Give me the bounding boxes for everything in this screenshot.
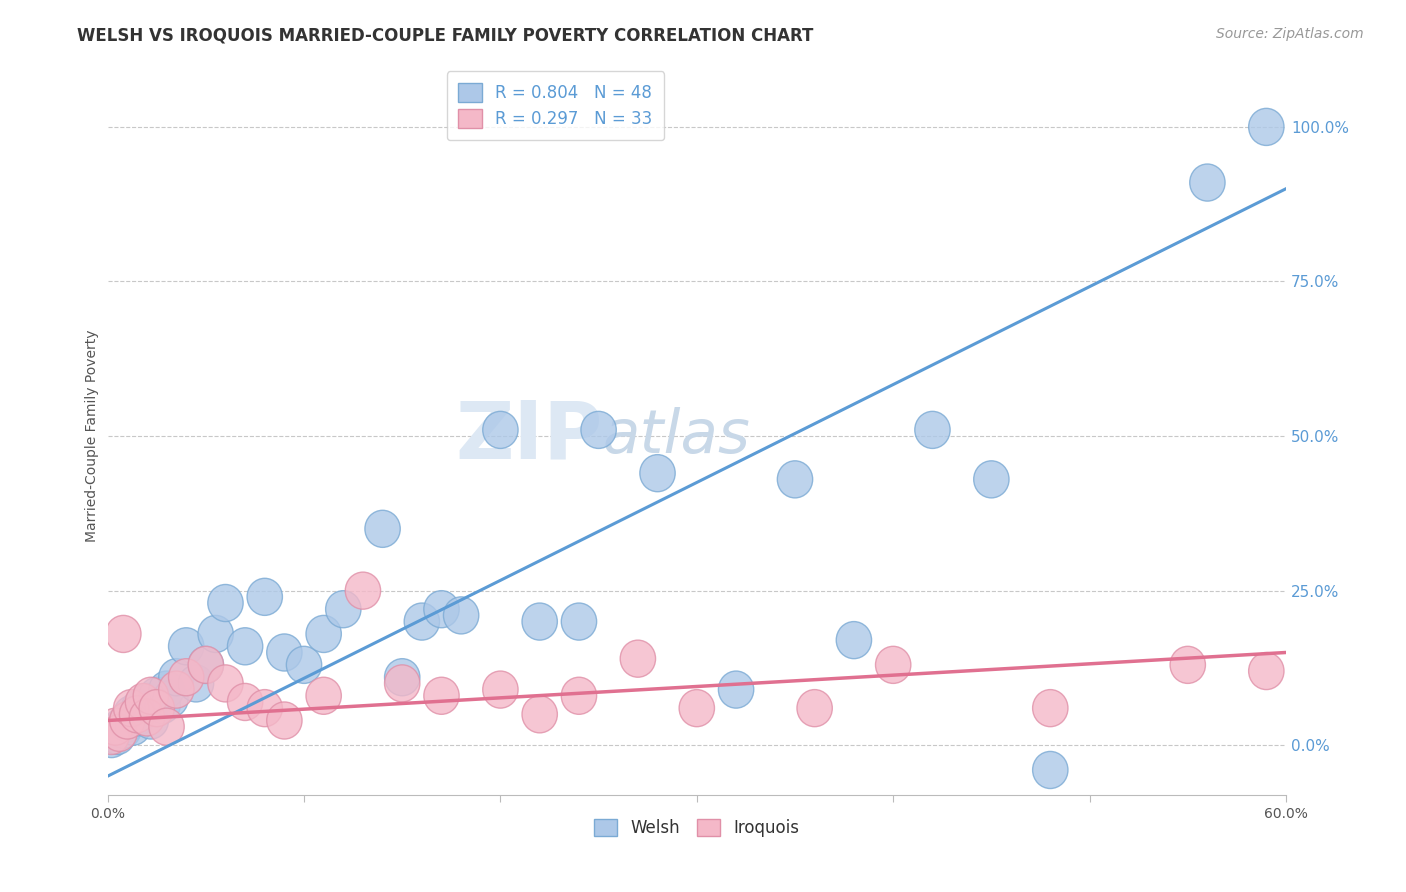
Y-axis label: Married-Couple Family Poverty: Married-Couple Family Poverty [86, 330, 100, 542]
Legend: Welsh, Iroquois: Welsh, Iroquois [588, 813, 806, 844]
Text: atlas: atlas [603, 407, 751, 466]
Text: WELSH VS IROQUOIS MARRIED-COUPLE FAMILY POVERTY CORRELATION CHART: WELSH VS IROQUOIS MARRIED-COUPLE FAMILY … [77, 27, 814, 45]
Text: ZIP: ZIP [456, 397, 603, 475]
Text: Source: ZipAtlas.com: Source: ZipAtlas.com [1216, 27, 1364, 41]
